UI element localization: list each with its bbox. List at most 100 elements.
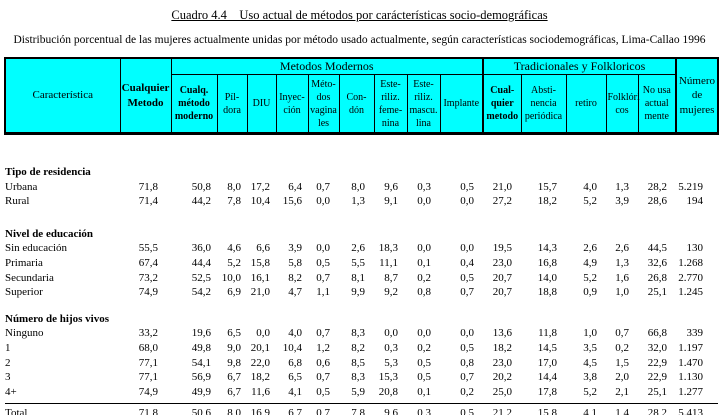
cell-value: 73,2: [120, 270, 171, 286]
cell-value: 16,8: [521, 255, 566, 271]
cell-value: 25,1: [638, 285, 677, 300]
cell-value: 18,3: [374, 241, 407, 256]
cell-value: 4,1: [566, 403, 606, 415]
cell-value: 20,1: [247, 340, 276, 356]
cell-value: 0,7: [308, 270, 339, 286]
cell-value: 4,7: [276, 285, 308, 300]
cell-value: 5,2: [217, 255, 247, 271]
cell-value: 54,2: [171, 285, 217, 300]
col-header-implante: Implante: [439, 74, 484, 135]
cell-value: 28,2: [638, 403, 677, 415]
col-header-pildora: Píl- dora: [216, 74, 248, 135]
cell-value: 1.245: [676, 285, 719, 300]
spacer-cell: [5, 133, 719, 165]
cell-value: 6,7: [217, 370, 247, 385]
cell-value: 71,8: [120, 179, 171, 195]
section-label: Tipo de residencia: [5, 165, 719, 180]
col-header-folkloricos: Folklóri cos: [605, 74, 640, 135]
cell-value: 50,8: [171, 179, 217, 195]
col-header-no-usa-actualmente: No usa actual mente: [637, 74, 677, 135]
row-label: 1: [5, 340, 120, 356]
section-header-row: Nivel de educación: [5, 226, 719, 242]
cell-value: 1,6: [606, 270, 638, 286]
cell-value: 0,1: [407, 384, 440, 400]
table-title: Cuadro 4.4 Uso actual de métodos por car…: [171, 8, 548, 22]
table-row: Ninguno 33,2 19,6 6,5 0,0 4,0 0,7 8,3 0,0 0,0 0,0 1…: [5, 326, 719, 341]
cell-value: 14,5: [521, 340, 566, 356]
cell-value: 1,0: [566, 326, 606, 341]
cell-value: 49,8: [171, 340, 217, 356]
cell-value: 8,5: [339, 355, 374, 371]
cell-value: 9,0: [217, 340, 247, 356]
cell-value: 1,1: [308, 285, 339, 300]
cell-value: 21,0: [483, 179, 521, 195]
cell-value: 74,9: [120, 285, 171, 300]
cell-value: 44,5: [638, 241, 677, 256]
section-header-row: Tipo de residencia: [5, 165, 719, 180]
cell-value: 1,0: [606, 285, 638, 300]
cell-value: 4,9: [566, 255, 606, 271]
cell-value: 1,3: [606, 179, 638, 195]
cell-value: 55,5: [120, 241, 171, 256]
spacer-cell: [5, 208, 719, 227]
table-header: Característica Cualquier Metodo Metodos …: [4, 57, 719, 135]
cell-value: 0,7: [440, 285, 483, 300]
group-header-metodos-modernos: Metodos Modernos: [170, 57, 484, 75]
cell-value: 21,2: [483, 403, 521, 415]
cell-value: 4,0: [566, 179, 606, 195]
cell-value: 15,7: [521, 179, 566, 195]
cell-value: 7,8: [339, 403, 374, 415]
cell-value: 0,0: [440, 326, 483, 341]
cell-value: 20,2: [483, 370, 521, 385]
cell-value: 11,1: [374, 255, 407, 271]
cell-value: 19,6: [171, 326, 217, 341]
cell-value: 9,1: [374, 194, 407, 209]
row-label: Primaria: [5, 255, 120, 271]
cell-value: 0,5: [440, 270, 483, 286]
section-label: Número de hijos vivos: [5, 311, 719, 327]
cell-value: 0,3: [374, 340, 407, 356]
cell-value: 15,8: [247, 255, 276, 271]
cell-value: 11,8: [521, 326, 566, 341]
row-label: Sin educación: [5, 241, 120, 256]
cell-value: 67,4: [120, 255, 171, 271]
col-header-caracteristica: Característica: [4, 57, 121, 135]
spacer-row: [5, 399, 719, 404]
cell-value: 0,0: [308, 194, 339, 209]
cell-value: 33,2: [120, 326, 171, 341]
cell-value: 15,8: [521, 403, 566, 415]
cell-value: 9,9: [339, 285, 374, 300]
cell-value: 339: [676, 326, 719, 341]
cell-value: 0,2: [606, 340, 638, 356]
cell-value: 2,6: [606, 241, 638, 256]
col-header-cualquier-metodo: Cualquier Metodo: [119, 57, 172, 135]
cell-value: 9,2: [374, 285, 407, 300]
cell-value: 7,8: [217, 194, 247, 209]
cell-value: 25,1: [638, 384, 677, 400]
table-row: 4+ 74,9 49,9 6,7 11,6 4,1 0,5 5,9 20,8 0,1 0,2 25,0…: [5, 384, 719, 400]
cell-value: 0,0: [308, 241, 339, 256]
cell-value: 6,4: [276, 179, 308, 195]
cell-value: 2,1: [606, 384, 638, 400]
cell-value: 5,3: [374, 355, 407, 371]
cell-value: 19,5: [483, 241, 521, 256]
table-row: 2 77,1 54,1 9,8 22,0 6,8 0,6 8,5 5,3 0,5 0,8 23,0 17…: [5, 355, 719, 371]
col-header-retiro: retiro: [565, 74, 607, 135]
spacer-row: [5, 299, 719, 312]
cell-value: 1,4: [606, 403, 638, 415]
cell-value: 5,2: [566, 384, 606, 400]
cell-value: 6,6: [247, 241, 276, 256]
spacer-row: [5, 133, 719, 165]
cell-value: 4,5: [566, 355, 606, 371]
cell-value: 36,0: [171, 241, 217, 256]
cell-value: 71,4: [120, 194, 171, 209]
cell-value: 17,2: [247, 179, 276, 195]
col-header-diu: DIU: [246, 74, 277, 135]
cell-value: 0,7: [308, 326, 339, 341]
cell-value: 0,0: [374, 326, 407, 341]
cell-value: 6,5: [217, 326, 247, 341]
cell-value: 3,9: [606, 194, 638, 209]
cell-value: 10,0: [217, 270, 247, 286]
cell-value: 5,2: [566, 270, 606, 286]
cell-value: 32,0: [638, 340, 677, 356]
